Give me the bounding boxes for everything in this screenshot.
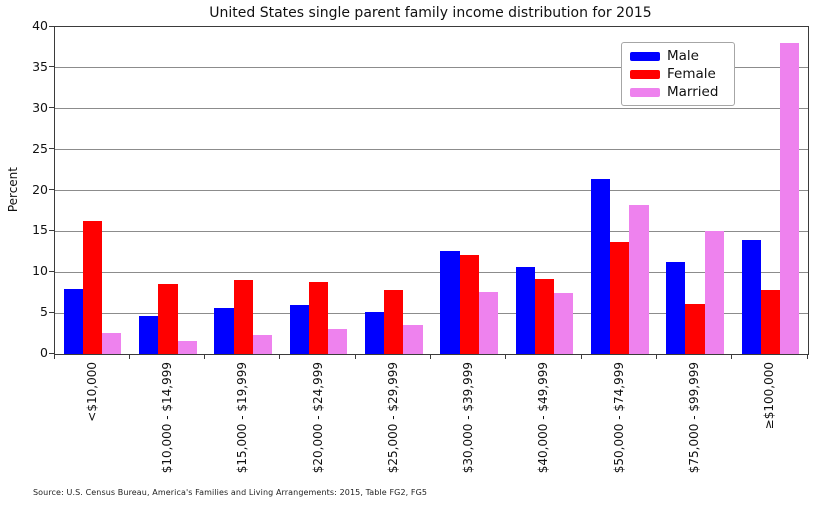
y-tick-mark: [49, 107, 54, 109]
x-tick-mark: [806, 355, 808, 359]
x-tick-mark: [655, 355, 657, 359]
legend-label: Female: [667, 66, 716, 82]
x-tick-label: $30,000 - $39,999: [461, 362, 476, 474]
female-swatch-icon: [630, 69, 660, 79]
x-tick-label: $15,000 - $19,999: [235, 362, 250, 474]
bar-male-3: [289, 304, 309, 354]
legend-item-married: Married: [630, 83, 718, 101]
legend-label: Married: [667, 84, 719, 100]
y-tick-label: 0: [40, 345, 48, 360]
y-tick-mark: [49, 311, 54, 313]
bar-married-1: [177, 340, 197, 354]
y-tick-label: 5: [40, 304, 48, 320]
gridline: [55, 190, 808, 191]
bar-married-8: [704, 231, 724, 354]
married-swatch-icon: [630, 87, 660, 97]
bar-female-6: [534, 278, 555, 354]
bar-male-2: [214, 308, 234, 354]
x-tick-mark: [580, 355, 582, 359]
bar-female-9: [760, 290, 780, 354]
x-tick-label: $75,000 - $99,999: [687, 362, 702, 474]
legend-label: Male: [667, 48, 699, 64]
gridline: [55, 108, 808, 110]
y-tick-mark: [49, 25, 54, 27]
y-tick-mark: [49, 229, 54, 231]
x-tick-mark: [279, 355, 281, 359]
gridline: [55, 149, 808, 151]
bar-female-5: [459, 255, 479, 354]
bar-male-6: [515, 266, 535, 354]
gridline: [55, 67, 808, 69]
bar-male-5: [440, 251, 460, 354]
gridline: [55, 312, 808, 314]
bar-female-0: [83, 220, 103, 354]
bar-married-5: [478, 291, 498, 354]
y-tick-label: 25: [32, 140, 48, 156]
x-tick-label: ≥$100,000: [762, 362, 777, 430]
bar-male-4: [365, 311, 385, 354]
y-tick-mark: [49, 148, 54, 150]
bar-female-8: [685, 304, 705, 354]
bar-married-3: [328, 329, 348, 354]
bar-female-7: [610, 242, 630, 354]
bar-male-0: [63, 288, 84, 354]
bar-female-2: [233, 280, 253, 354]
bar-male-7: [590, 179, 611, 354]
y-tick-label: 10: [32, 263, 48, 279]
bar-male-1: [139, 316, 159, 354]
x-tick-mark: [505, 355, 507, 359]
x-tick-mark: [430, 355, 431, 359]
bar-female-4: [384, 290, 404, 354]
bar-married-0: [102, 332, 122, 354]
y-tick-mark: [49, 189, 54, 190]
x-tick-mark: [128, 355, 130, 359]
y-tick-label: 20: [32, 181, 48, 197]
x-tick-label: $10,000 - $14,999: [159, 362, 174, 474]
x-tick-label: <$10,000: [84, 362, 99, 422]
x-tick-mark: [354, 355, 356, 359]
chart-title: United States single parent family incom…: [209, 5, 652, 21]
bar-married-7: [629, 205, 649, 354]
bar-married-4: [403, 325, 423, 354]
x-tick-mark: [731, 355, 733, 359]
bar-married-6: [554, 292, 574, 354]
bar-male-9: [741, 239, 761, 354]
gridline: [55, 230, 808, 232]
bar-female-3: [308, 282, 329, 354]
x-tick-label: $25,000 - $29,999: [385, 362, 400, 474]
y-tick-label: 35: [32, 58, 48, 74]
bar-married-9: [779, 43, 800, 354]
male-swatch-icon: [630, 51, 660, 61]
x-tick-label: $40,000 - $49,999: [536, 362, 551, 474]
y-tick-label: 30: [32, 99, 48, 115]
bar-female-1: [158, 283, 178, 354]
bar-male-8: [666, 262, 686, 354]
y-tick-mark: [49, 66, 54, 68]
bar-married-2: [252, 335, 273, 354]
source-note: Source: U.S. Census Bureau, America's Fa…: [33, 488, 428, 497]
legend: Male Female Married: [621, 42, 736, 106]
x-tick-label: $50,000 - $74,999: [611, 362, 626, 474]
legend-item-female: Female: [630, 65, 718, 83]
x-tick-mark: [53, 355, 55, 359]
y-tick-mark: [49, 270, 54, 272]
y-tick-label: 15: [32, 222, 48, 238]
x-tick-label: $20,000 - $24,999: [310, 362, 325, 474]
legend-item-male: Male: [630, 47, 718, 65]
y-tick-mark: [49, 352, 54, 354]
gridline: [55, 271, 808, 273]
x-tick-mark: [204, 355, 206, 359]
y-tick-label: 40: [32, 18, 48, 33]
plot-area: Male Female Married: [54, 26, 809, 355]
